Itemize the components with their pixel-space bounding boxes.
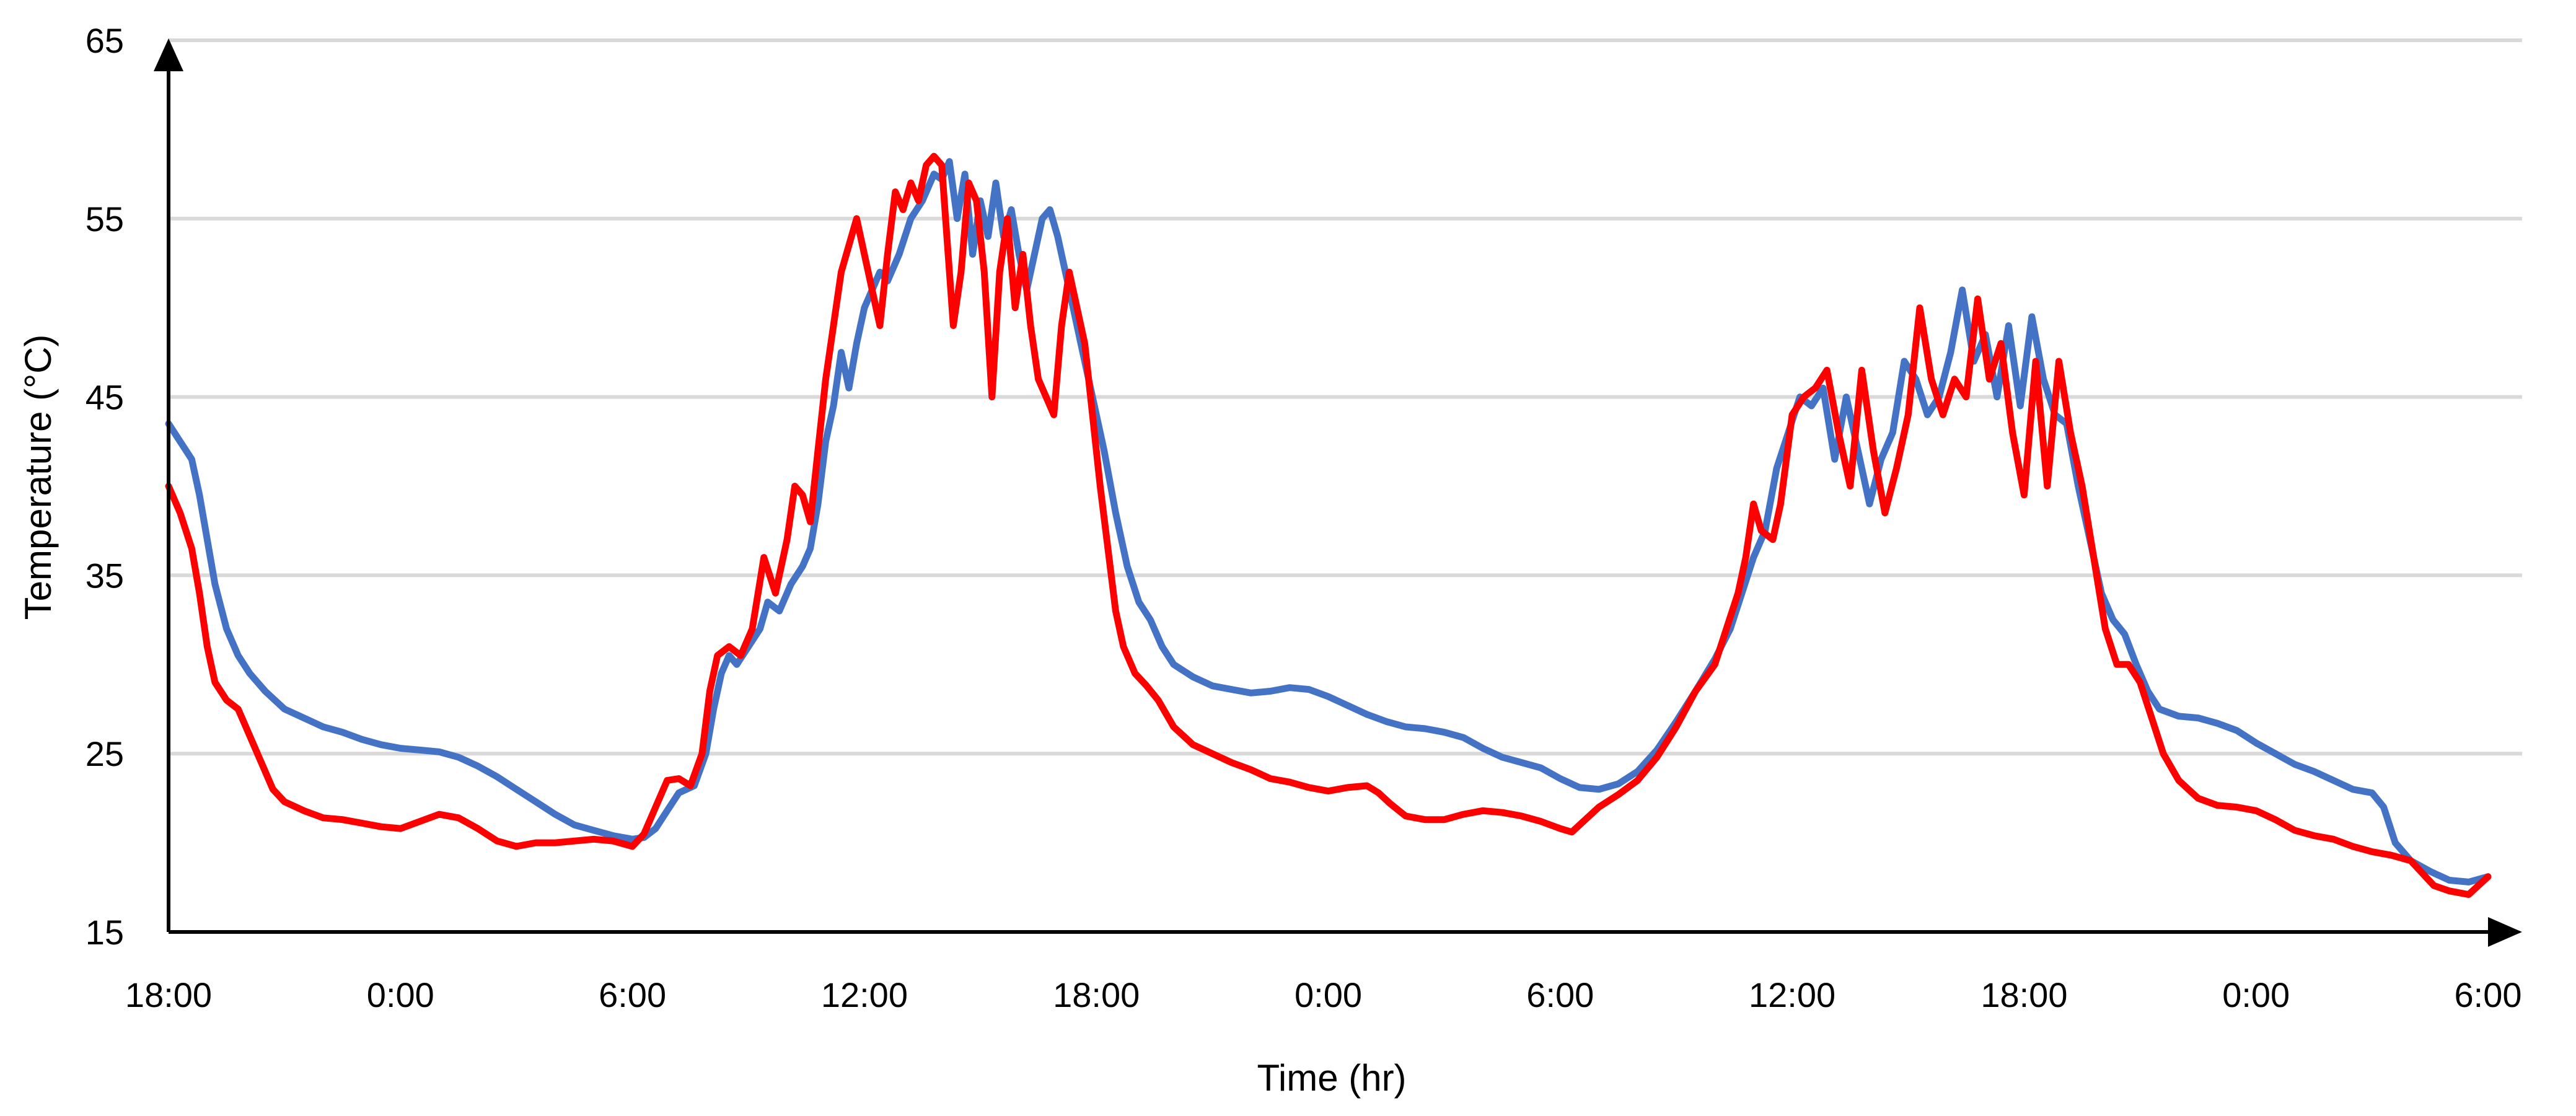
x-tick-label: 0:00 — [367, 975, 434, 1014]
x-tick-label: 18:00 — [125, 975, 212, 1014]
x-axis-title: Time (hr) — [1257, 1057, 1406, 1099]
x-tick-label: 0:00 — [1295, 975, 1362, 1014]
axes — [154, 38, 2522, 947]
x-tick-label: 6:00 — [2455, 975, 2522, 1014]
x-tick-label: 6:00 — [1526, 975, 1594, 1014]
y-tick-label: 35 — [86, 556, 124, 595]
x-axis-arrow-icon — [2488, 917, 2522, 947]
x-tick-label: 0:00 — [2222, 975, 2290, 1014]
x-tick-label: 12:00 — [821, 975, 908, 1014]
y-tick-label: 45 — [86, 378, 124, 417]
x-tick-labels: 18:00 0:00 6:00 12:00 18:00 0:00 6:00 12:00 18:0… — [125, 975, 2522, 1014]
gridlines — [169, 38, 2522, 756]
x-tick-label: 18:00 — [1980, 975, 2067, 1014]
series-line-1 — [165, 158, 2492, 885]
y-axis-arrow-icon — [154, 38, 183, 71]
y-tick-label: 15 — [86, 913, 124, 952]
series-line-2 — [165, 152, 2492, 899]
x-tick-label: 6:00 — [599, 975, 666, 1014]
y-axis-title: Temperature (°C) — [17, 335, 59, 620]
y-tick-label: 25 — [86, 734, 124, 773]
y-tick-label: 55 — [86, 200, 124, 239]
series-lines — [165, 152, 2492, 899]
x-tick-label: 18:00 — [1053, 975, 1140, 1014]
y-tick-label: 65 — [86, 21, 124, 60]
y-tick-labels: 15 25 35 45 55 65 — [86, 21, 124, 952]
x-tick-label: 12:00 — [1749, 975, 1835, 1014]
